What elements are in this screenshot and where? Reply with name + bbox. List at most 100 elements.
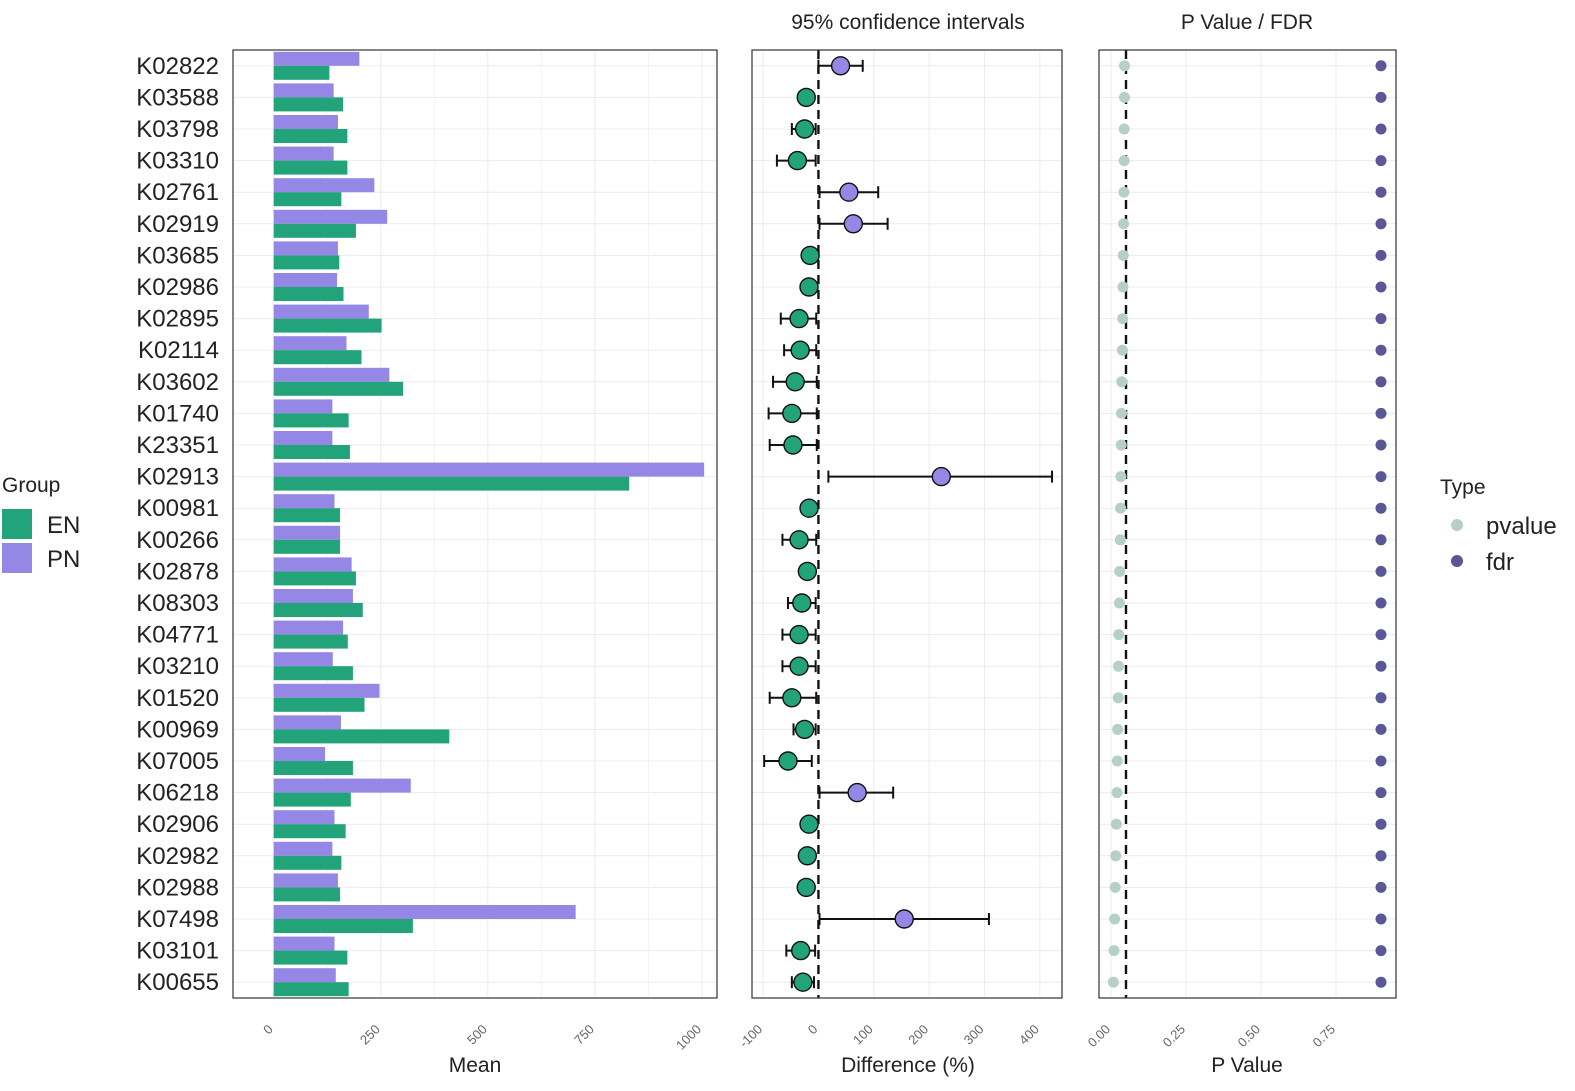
category-label-k02982: K02982 xyxy=(136,843,219,870)
bar-en-k02986 xyxy=(273,287,344,301)
pvalue-point-k01740 xyxy=(1116,407,1127,419)
category-label-k03798: K03798 xyxy=(136,116,219,143)
pvalue-point-k02919 xyxy=(1118,218,1130,230)
bar-pn-k02895 xyxy=(273,304,369,319)
category-label-k02986: K02986 xyxy=(136,274,219,301)
ci-axis-title: Difference (%) xyxy=(841,1054,975,1077)
bar-pn-k02761 xyxy=(273,178,375,193)
bar-en-k07005 xyxy=(273,761,353,775)
fdr-point-k08303 xyxy=(1375,597,1387,609)
pvalue-point-k06218 xyxy=(1111,787,1123,799)
fdr-point-k02761 xyxy=(1375,186,1387,198)
ci-point-k07005 xyxy=(778,751,798,771)
bar-pn-k03310 xyxy=(273,146,334,161)
ci-point-k02919 xyxy=(843,214,864,234)
pvalue-point-k00969 xyxy=(1112,723,1124,735)
mean-panel-background xyxy=(233,50,717,998)
bar-en-k06218 xyxy=(273,792,351,807)
fdr-point-k07005 xyxy=(1375,755,1387,767)
pvalue-point-k03210 xyxy=(1113,660,1124,672)
mean-tick-1000: 1000 xyxy=(673,1022,704,1053)
pvalue-tick-0-75: 0.75 xyxy=(1310,1022,1339,1051)
fdr-point-k03602 xyxy=(1375,376,1387,388)
category-label-k01520: K01520 xyxy=(136,685,219,712)
category-label-k03685: K03685 xyxy=(136,242,219,269)
pvalue-point-k03798 xyxy=(1118,123,1130,135)
pvalue-tick-0-25: 0.25 xyxy=(1160,1022,1189,1051)
fdr-point-k02895 xyxy=(1375,313,1387,325)
fdr-point-k03310 xyxy=(1375,155,1387,167)
fdr-point-k00655 xyxy=(1375,976,1387,988)
fdr-point-k07498 xyxy=(1375,913,1387,925)
bar-en-k02988 xyxy=(273,887,341,902)
category-label-k02913: K02913 xyxy=(136,464,219,491)
ci-point-k03798 xyxy=(794,119,815,139)
pvalue-point-k02822 xyxy=(1119,60,1130,72)
category-label-k01740: K01740 xyxy=(136,400,219,427)
bar-en-k03210 xyxy=(273,666,353,681)
fdr-point-k04771 xyxy=(1375,629,1387,641)
ci-point-k02822 xyxy=(830,56,851,76)
fdr-point-k02822 xyxy=(1375,60,1387,72)
bar-pn-k01520 xyxy=(273,683,380,698)
bar-en-k03685 xyxy=(273,255,340,270)
bar-pn-k02919 xyxy=(273,209,388,224)
pvalue-tick-labels: 0.00 0.25 0.50 0.75 xyxy=(1085,1022,1339,1051)
fdr-point-k06218 xyxy=(1375,787,1387,799)
ci-point-k00655 xyxy=(793,972,813,992)
pvalue-point-k02761 xyxy=(1118,186,1130,198)
bar-en-k04771 xyxy=(273,634,348,649)
bar-en-k03588 xyxy=(273,97,344,112)
ci-point-k01520 xyxy=(782,688,802,708)
legend-label-fdr: fdr xyxy=(1486,549,1514,576)
pvalue-point-k07498 xyxy=(1109,913,1121,925)
category-labels: K02822 K03588 K03798 K03310 K02761 K02919 K036… xyxy=(136,53,219,996)
category-label-k03210: K03210 xyxy=(136,653,219,680)
fdr-point-k02988 xyxy=(1375,881,1387,893)
category-label-k02906: K02906 xyxy=(136,811,219,838)
pvalue-panel-background xyxy=(1099,50,1396,998)
bar-en-k00655 xyxy=(273,982,349,997)
pvalue-tick-0-00: 0.00 xyxy=(1085,1022,1114,1051)
bar-pn-k02982 xyxy=(273,841,333,856)
pvalue-point-k03588 xyxy=(1119,91,1130,103)
category-label-k00969: K00969 xyxy=(136,716,219,743)
fdr-point-k03101 xyxy=(1375,945,1387,957)
bar-pn-k02913 xyxy=(273,462,705,477)
ci-point-k04771 xyxy=(789,624,809,645)
ci-point-k03310 xyxy=(787,150,808,171)
pvalue-point-k00981 xyxy=(1115,502,1127,514)
ci-point-k02988 xyxy=(796,877,816,898)
ci-point-k08303 xyxy=(792,593,812,613)
bar-en-k02906 xyxy=(273,824,346,839)
bar-pn-k04771 xyxy=(273,620,344,635)
mean-bar-panel: K02822 K03588 K03798 K03310 K02761 K02919 K036… xyxy=(136,49,718,1077)
bar-pn-k07005 xyxy=(273,747,326,761)
pvalue-point-k03602 xyxy=(1116,376,1128,388)
bar-en-k03602 xyxy=(273,381,404,396)
pvalue-point-k04771 xyxy=(1113,629,1125,641)
ci-point-k03210 xyxy=(789,656,809,676)
ci-tick-200: 200 xyxy=(905,1022,931,1048)
legend-key-en xyxy=(2,509,32,539)
ci-point-k02906 xyxy=(799,814,819,834)
pvalue-point-k07005 xyxy=(1111,755,1123,767)
ci-point-k02114 xyxy=(790,340,810,360)
bar-en-k03798 xyxy=(273,129,348,143)
bar-pn-k08303 xyxy=(273,589,353,603)
legend-label-en: EN xyxy=(47,512,80,539)
bar-en-k02878 xyxy=(273,571,356,586)
pvalue-point-k02982 xyxy=(1110,850,1122,862)
category-label-k02988: K02988 xyxy=(136,874,219,901)
category-label-k02919: K02919 xyxy=(136,211,219,238)
category-label-k03588: K03588 xyxy=(136,84,219,111)
category-label-k07498: K07498 xyxy=(136,906,219,933)
category-label-k03101: K03101 xyxy=(136,938,219,965)
group-legend: Group EN PN xyxy=(2,474,80,573)
bar-pn-k02906 xyxy=(273,810,335,825)
category-label-k03310: K03310 xyxy=(136,148,219,175)
pvalue-grid xyxy=(1099,50,1396,998)
bar-pn-k07498 xyxy=(273,905,576,919)
bar-en-k02822 xyxy=(273,65,330,80)
